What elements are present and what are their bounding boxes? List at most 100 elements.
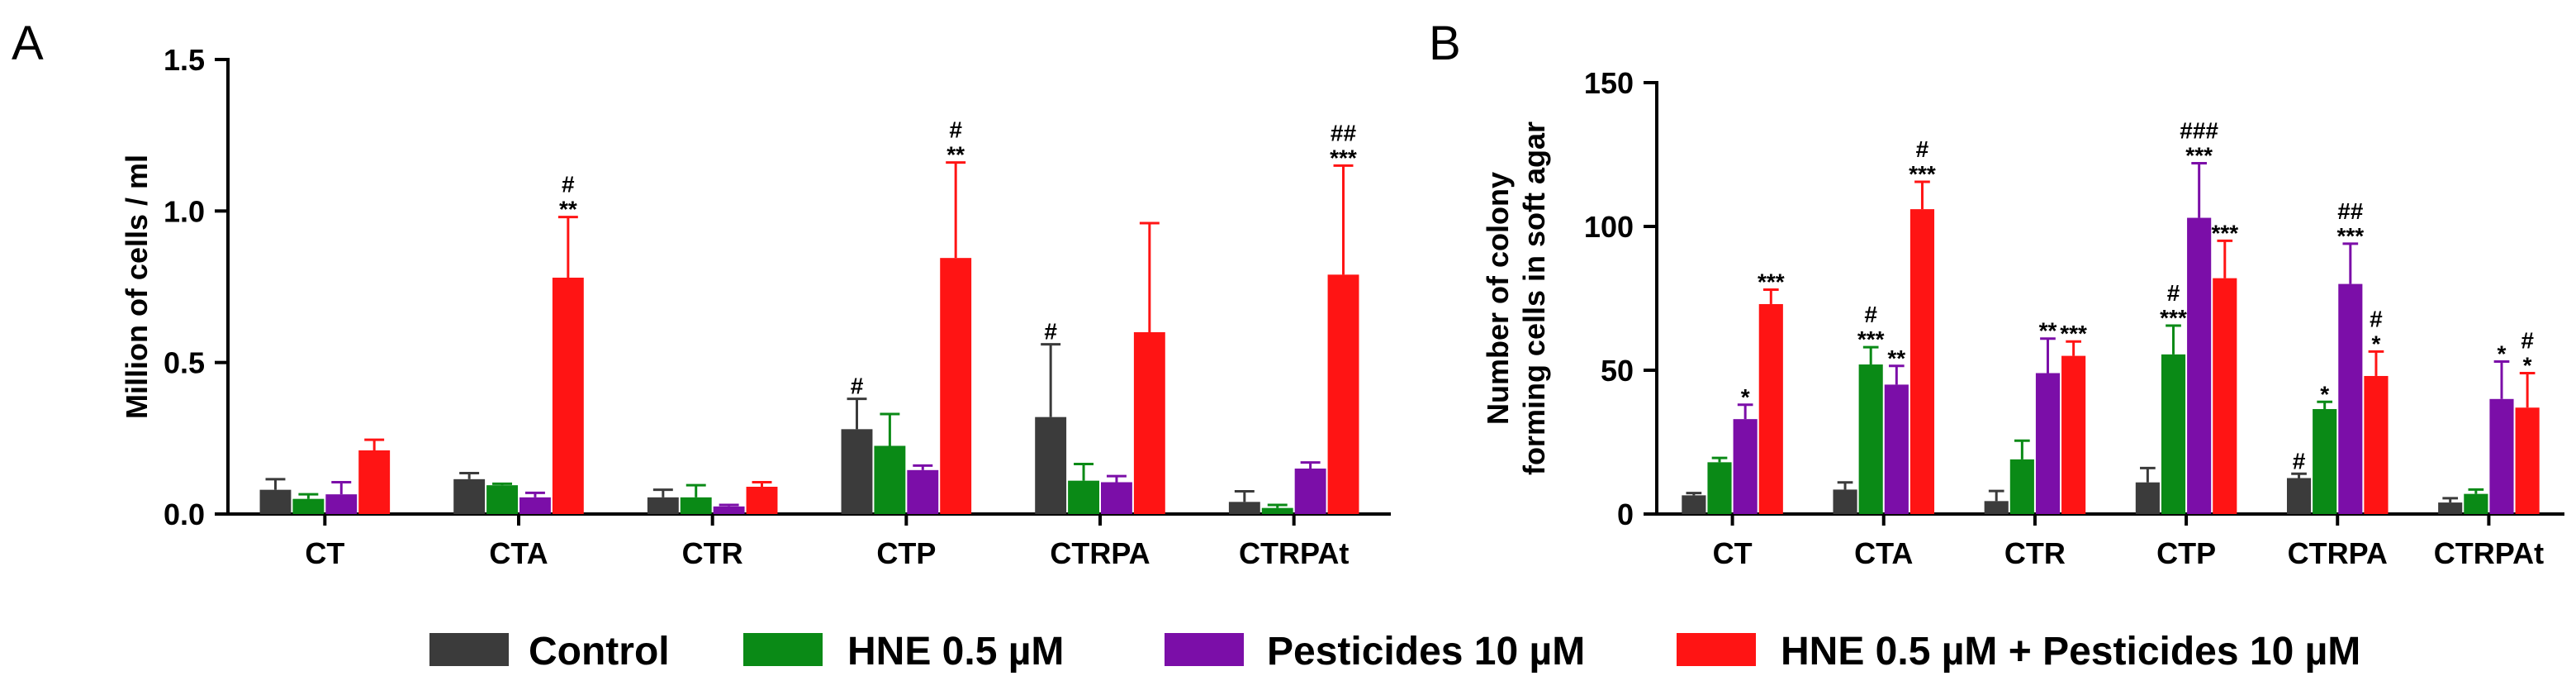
y-tick-label: 0 <box>1617 497 1634 531</box>
panel-letter-b: B <box>1429 17 1461 70</box>
significance-asterisks: *** <box>1857 326 1885 352</box>
y-tick-label: 1.5 <box>164 43 205 77</box>
bar <box>647 497 679 514</box>
legend-label-hne: HNE 0.5 µM <box>847 630 1064 674</box>
chart-panel-a: A 0.00.51.01.5CT CTA**#CTR CTP#**#CTRPA#CT… <box>12 17 1391 570</box>
significance-asterisks: *** <box>2185 142 2213 168</box>
bar <box>1133 332 1165 514</box>
bar <box>841 429 873 514</box>
legend-swatch-pesticides <box>1165 633 1244 666</box>
bar <box>680 497 712 514</box>
bar <box>1327 274 1359 514</box>
significance-hash: # <box>851 374 864 399</box>
significance-hash: # <box>1044 319 1057 345</box>
significance-hash: # <box>2167 280 2180 306</box>
bar <box>2061 355 2086 514</box>
bar <box>2438 502 2463 514</box>
significance-asterisks: * <box>2498 341 2507 367</box>
bar <box>453 478 486 514</box>
significance-hash: # <box>1864 302 1877 327</box>
bar <box>358 450 391 514</box>
significance-asterisks: *** <box>2160 305 2187 331</box>
bar <box>1068 480 1099 514</box>
bar <box>2313 408 2337 514</box>
bar <box>1228 502 1260 514</box>
bar <box>1909 209 1935 514</box>
bar <box>1035 417 1067 514</box>
x-category-label: CTRPAt <box>2434 536 2544 570</box>
significance-asterisks: *** <box>1758 269 1785 295</box>
significance-hash: # <box>562 172 575 198</box>
significance-asterisks: * <box>2372 331 2381 356</box>
bar <box>2286 478 2312 514</box>
significance-hash: # <box>2521 327 2534 353</box>
x-category-label: CTA <box>489 536 548 570</box>
significance-hash: ## <box>1331 120 1357 145</box>
y-tick-label: 100 <box>1584 210 1634 244</box>
significance-asterisks: ** <box>1887 345 1905 371</box>
significance-hash: # <box>2370 306 2383 331</box>
bar <box>1261 507 1293 514</box>
bar <box>292 498 325 514</box>
y-tick-label: 1.0 <box>164 194 205 228</box>
significance-asterisks: *** <box>2211 220 2238 245</box>
bar <box>746 487 778 514</box>
bar <box>2515 407 2540 514</box>
legend-label-hne-pesticides: HNE 0.5 µM + Pesticides 10 µM <box>1781 630 2360 674</box>
bar <box>1101 482 1132 514</box>
panel-letter-a: A <box>12 17 44 70</box>
significance-asterisks: * <box>2523 352 2532 378</box>
y-axis-title-b-line1: Number of colony <box>1481 172 1515 425</box>
legend: Control HNE 0.5 µM Pesticides 10 µM HNE … <box>429 630 2360 674</box>
bar <box>1858 364 1883 514</box>
bar <box>2464 493 2488 514</box>
significance-hash: # <box>2293 448 2306 474</box>
y-axis-title-b-line2: forming cells in soft agar <box>1517 121 1551 475</box>
x-category-label: CTR <box>2004 536 2066 570</box>
y-tick-label: 50 <box>1601 354 1634 388</box>
significance-asterisks: *** <box>2060 321 2087 346</box>
x-category-label: CTRPA <box>1050 536 1150 570</box>
significance-hash: ## <box>2337 198 2364 224</box>
bar <box>940 258 972 514</box>
legend-label-control: Control <box>529 630 670 674</box>
significance-hash: # <box>949 117 962 143</box>
significance-asterisks: ** <box>559 197 577 222</box>
bar <box>486 485 518 514</box>
legend-label-pesticides: Pesticides 10 µM <box>1267 630 1585 674</box>
bar <box>519 497 551 514</box>
x-category-label: CTR <box>682 536 743 570</box>
significance-asterisks: *** <box>1909 161 1936 187</box>
significance-asterisks: ** <box>2039 318 2057 344</box>
bar <box>2213 278 2237 514</box>
x-category-label: CT <box>305 536 344 570</box>
x-category-label: CT <box>1713 536 1753 570</box>
y-axis-title-a: Million of cells / ml <box>120 155 154 419</box>
bar <box>2187 217 2212 514</box>
x-category-label: CTP <box>2156 536 2216 570</box>
bar <box>325 494 358 514</box>
x-category-label: CTA <box>1854 536 1913 570</box>
bar <box>1884 384 1909 514</box>
y-tick-label: 150 <box>1584 66 1634 100</box>
bar <box>259 489 292 514</box>
bar <box>2009 459 2034 514</box>
bar <box>2489 398 2514 514</box>
bar <box>2135 482 2160 514</box>
significance-asterisks: *** <box>1330 145 1357 170</box>
legend-swatch-hne <box>743 633 823 666</box>
bar <box>2338 283 2363 514</box>
x-category-label: CTP <box>876 536 936 570</box>
x-category-label: CTRPA <box>2288 536 2388 570</box>
bar <box>2364 375 2389 514</box>
legend-swatch-control <box>429 633 509 666</box>
x-category-label: CTRPAt <box>1239 536 1349 570</box>
bar <box>1294 469 1326 514</box>
bar <box>1833 489 1857 514</box>
significance-asterisks: * <box>2320 381 2329 407</box>
y-tick-label: 0.5 <box>164 346 205 380</box>
significance-hash: # <box>1916 136 1929 162</box>
bar <box>713 506 745 514</box>
